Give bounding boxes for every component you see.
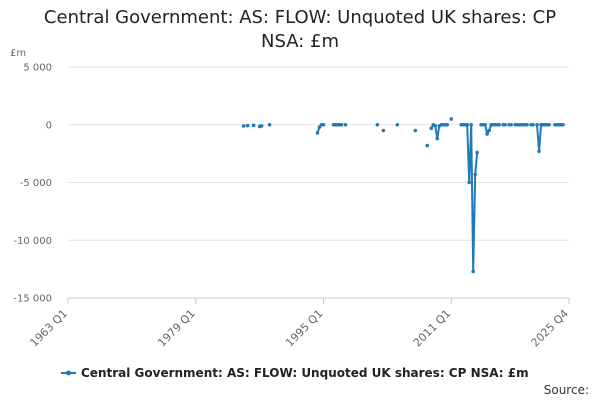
series-line-segment (536, 123, 550, 153)
data-point (473, 172, 477, 177)
data-point (449, 117, 454, 121)
data-point (395, 122, 400, 127)
unit-label: £m (10, 48, 26, 59)
data-point (561, 122, 565, 127)
legend-marker (66, 370, 71, 376)
x-tick-label: 1995 Q1 (283, 307, 326, 350)
data-point (339, 122, 344, 127)
x-tick-label: 1979 Q1 (155, 307, 198, 350)
data-point (497, 122, 501, 127)
data-point (525, 122, 529, 127)
data-point (375, 122, 380, 127)
data-point (251, 123, 256, 128)
data-point (433, 124, 438, 128)
y-tick-label: 0 (46, 120, 52, 131)
data-point (503, 122, 507, 127)
data-point (487, 128, 491, 133)
y-tick-label: -5 000 (20, 178, 52, 189)
data-point (343, 122, 348, 127)
data-point (485, 132, 489, 136)
data-point (445, 122, 450, 127)
data-point (537, 149, 541, 154)
y-tick-label: -10 000 (13, 236, 52, 247)
data-point (531, 122, 535, 127)
x-tick-label: 1963 Q1 (28, 307, 71, 350)
data-point (259, 124, 264, 128)
data-point (241, 124, 246, 128)
data-point (467, 180, 472, 185)
legend[interactable]: Central Government: AS: FLOW: Unquoted U… (61, 366, 529, 380)
data-point (535, 122, 539, 127)
source-label: Source: (544, 383, 589, 397)
data-point (465, 122, 470, 127)
data-point (483, 122, 487, 127)
legend-label: Central Government: AS: FLOW: Unquoted U… (81, 366, 529, 380)
data-point (509, 122, 513, 127)
data-point (547, 122, 551, 127)
y-axis-labels: 5 000 0 -5 000 -10 000 -15 000 (13, 63, 52, 305)
data-point (475, 150, 479, 155)
data-point (267, 122, 272, 127)
data-point (413, 128, 418, 133)
series-line-segment (461, 123, 479, 273)
grid-layer (68, 66, 569, 299)
data-point (429, 126, 434, 131)
data-point (245, 123, 250, 128)
data-point (321, 122, 326, 127)
x-axis: 1963 Q1 1979 Q1 1995 Q1 2011 Q1 2025 Q4 (28, 297, 572, 350)
y-tick-label: -15 000 (13, 294, 52, 305)
x-tick-label: 2011 Q1 (411, 307, 454, 350)
data-point (315, 131, 320, 135)
series-layer (241, 117, 565, 274)
x-tick-label: 2025 Q4 (529, 307, 572, 350)
chart-title: Central Government: AS: FLOW: Unquoted U… (43, 7, 557, 52)
y-tick-label: 5 000 (23, 63, 52, 74)
data-point (425, 143, 430, 148)
data-point (469, 122, 474, 127)
data-point (435, 136, 440, 141)
data-point (471, 269, 475, 274)
data-point (381, 128, 386, 133)
